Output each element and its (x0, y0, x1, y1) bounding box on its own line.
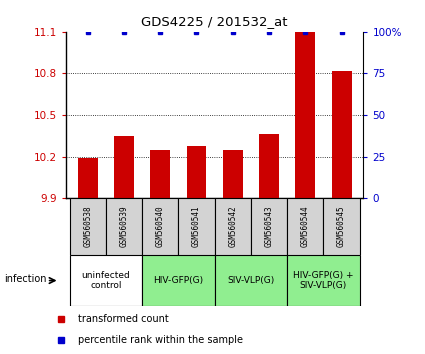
Bar (187, 145, 207, 198)
Text: percentile rank within the sample: percentile rank within the sample (78, 335, 243, 345)
Text: GSM560539: GSM560539 (119, 206, 128, 247)
Bar (295, 32, 315, 198)
Bar (178, 198, 215, 255)
Title: GDS4225 / 201532_at: GDS4225 / 201532_at (142, 15, 288, 28)
Text: GSM560538: GSM560538 (83, 206, 92, 247)
Text: HIV-GFP(G) +
SIV-VLP(G): HIV-GFP(G) + SIV-VLP(G) (293, 271, 354, 290)
Bar (106, 198, 142, 255)
Text: GSM560543: GSM560543 (264, 206, 274, 247)
Text: GSM560542: GSM560542 (228, 206, 237, 247)
Bar (142, 255, 215, 306)
Bar (70, 198, 106, 255)
Text: transformed count: transformed count (78, 314, 169, 324)
Text: HIV-GFP(G): HIV-GFP(G) (153, 276, 204, 285)
Bar (259, 135, 279, 198)
Text: GSM560545: GSM560545 (337, 206, 346, 247)
Text: uninfected
control: uninfected control (82, 271, 130, 290)
Bar (323, 198, 360, 255)
Bar (114, 136, 134, 198)
Bar (215, 255, 287, 306)
Bar (78, 158, 98, 198)
Bar (251, 198, 287, 255)
Bar (142, 198, 178, 255)
Bar (287, 198, 323, 255)
Bar (287, 255, 360, 306)
Text: SIV-VLP(G): SIV-VLP(G) (227, 276, 275, 285)
Text: infection: infection (4, 274, 47, 284)
Bar (332, 71, 351, 198)
Bar (223, 150, 243, 198)
Bar (215, 198, 251, 255)
Bar (150, 150, 170, 198)
Text: GSM560544: GSM560544 (301, 206, 310, 247)
Text: GSM560540: GSM560540 (156, 206, 165, 247)
Text: GSM560541: GSM560541 (192, 206, 201, 247)
Bar (70, 255, 142, 306)
